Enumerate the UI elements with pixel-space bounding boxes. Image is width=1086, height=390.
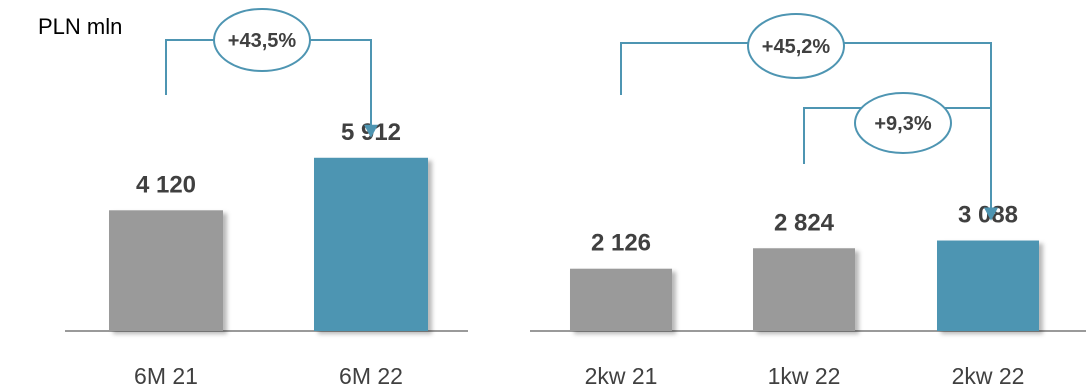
arrow-down-icon <box>984 207 998 221</box>
bar-value-label: 3 088 <box>958 202 1018 229</box>
bar-2kw-22 <box>937 240 1039 331</box>
bar-2kw-21 <box>570 268 672 331</box>
change-percent-label: +45,2% <box>762 36 831 58</box>
bar-value-label: 4 120 <box>136 171 196 198</box>
change-badge <box>854 92 952 154</box>
bar-6m-22 <box>314 157 428 331</box>
arrow-down-icon <box>364 124 378 138</box>
bar-value-label: 2 126 <box>591 230 651 257</box>
category-label: 2kw 21 <box>585 363 658 389</box>
category-label: 6M 21 <box>134 363 198 389</box>
unit-label: PLN mln <box>38 14 123 39</box>
category-label: 2kw 22 <box>952 363 1025 389</box>
category-label: 6M 22 <box>339 363 403 389</box>
chart-quarters: 2 126 2kw 21 2 824 1kw 22 3 088 2kw 22 +45,2%… <box>530 13 1086 389</box>
change-badge <box>747 13 845 79</box>
change-badge <box>213 8 311 72</box>
change-percent-label: +43,5% <box>228 30 297 52</box>
bar-1kw-22 <box>753 248 855 331</box>
change-percent-label: +9,3% <box>874 113 931 135</box>
category-label: 1kw 22 <box>768 363 841 389</box>
bar-6m-21 <box>109 210 223 331</box>
bar-value-label: 2 824 <box>774 209 835 236</box>
